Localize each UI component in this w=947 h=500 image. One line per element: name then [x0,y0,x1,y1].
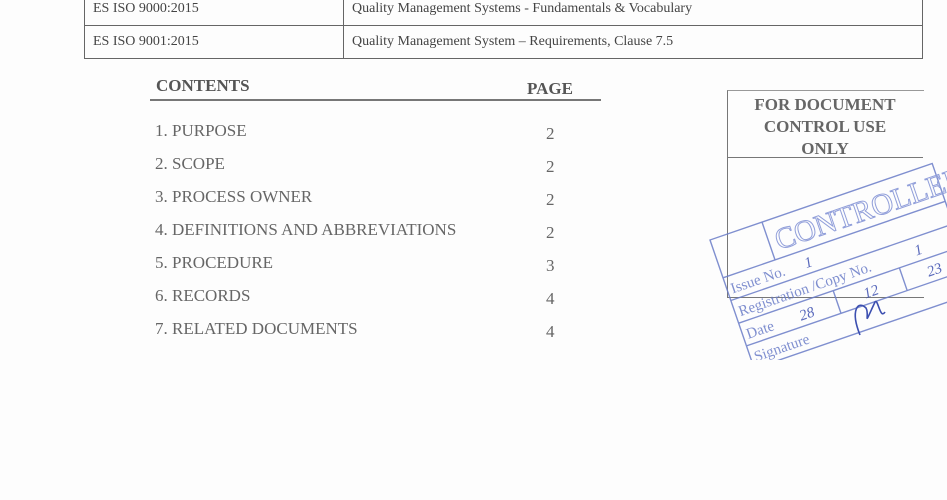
controlled-stamp: CONTROLLED Issue No. 1 Registration /Cop… [709,160,947,360]
toc-page: 2 [546,124,555,143]
reference-code: ES ISO 9000:2015 [84,0,344,26]
toc-item[interactable]: 7. RELATED DOCUMENTS [155,319,358,338]
heading-line: FOR DOCUMENT [754,95,896,114]
stamp-registration-value: 1 [912,242,924,260]
toc-page: 3 [546,256,555,275]
toc-item[interactable]: 6. RECORDS [155,286,251,305]
table-row: ES ISO 9001:2015 Quality Management Syst… [84,25,923,59]
reference-title: Quality Management Systems - Fundamental… [343,0,923,26]
toc-page: 2 [546,223,555,242]
reference-code: ES ISO 9001:2015 [84,25,344,59]
toc-page: 2 [546,190,555,209]
heading-line: CONTROL USE [763,117,887,136]
table-row: ES ISO 9000:2015 Quality Management Syst… [84,0,923,26]
document-control-box [727,90,924,298]
stamp-issue-value: 1 [803,254,815,272]
toc-item[interactable]: 4. DEFINITIONS AND ABBREVIATIONS [155,220,457,239]
stamp-date-year: 23 [925,261,944,281]
divider [727,157,923,158]
contents-heading: CONTENTS [156,76,250,95]
heading-line: ONLY [801,139,849,158]
references-table: ES ISO 9000:2015 Quality Management Syst… [84,0,923,59]
toc-item[interactable]: 1. PURPOSE [155,121,247,140]
toc-item[interactable]: 5. PROCEDURE [155,253,274,272]
toc-page: 4 [546,322,555,341]
reference-title: Quality Management System – Requirements… [343,25,923,59]
page-heading: PAGE [527,79,573,98]
signature-mark [854,300,886,336]
document-control-heading: FOR DOCUMENT CONTROL USE ONLY [727,94,923,160]
divider [150,99,601,101]
stamp-date-label: Date [744,318,776,342]
toc-page: 2 [546,157,555,176]
stamp-date-month: 12 [862,282,882,302]
stamp-title: CONTROLLED [771,160,947,256]
toc-item[interactable]: 2. SCOPE [155,154,225,173]
toc-page: 4 [546,289,555,308]
stamp-date-day: 28 [797,304,817,324]
toc-item[interactable]: 3. PROCESS OWNER [155,187,313,206]
